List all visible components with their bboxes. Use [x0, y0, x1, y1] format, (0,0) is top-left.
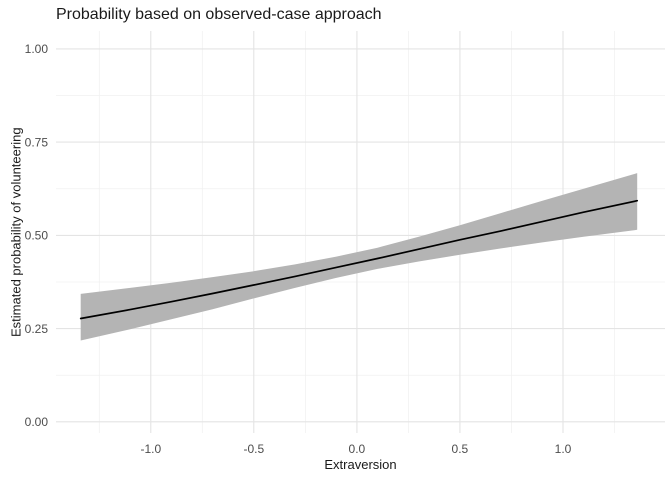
fit-line: [79, 199, 639, 320]
x-tick-label: -1.0: [140, 442, 161, 456]
confidence-ribbon: [80, 173, 638, 341]
y-tick-label: 0.25: [25, 322, 49, 336]
x-tick-label: 0.0: [349, 442, 366, 456]
y-tick-label: 0.50: [25, 229, 49, 243]
chart-title: Probability based on observed-case appro…: [56, 6, 382, 23]
y-tick-label: 0.00: [25, 415, 49, 429]
y-tick-label: 0.75: [25, 135, 49, 149]
x-tick-label: -0.5: [243, 442, 264, 456]
y-tick-label: 1.00: [25, 42, 49, 56]
x-tick-label: 1.0: [555, 442, 572, 456]
x-tick-label: 0.5: [452, 442, 469, 456]
x-axis-title: Extraversion: [324, 457, 397, 472]
